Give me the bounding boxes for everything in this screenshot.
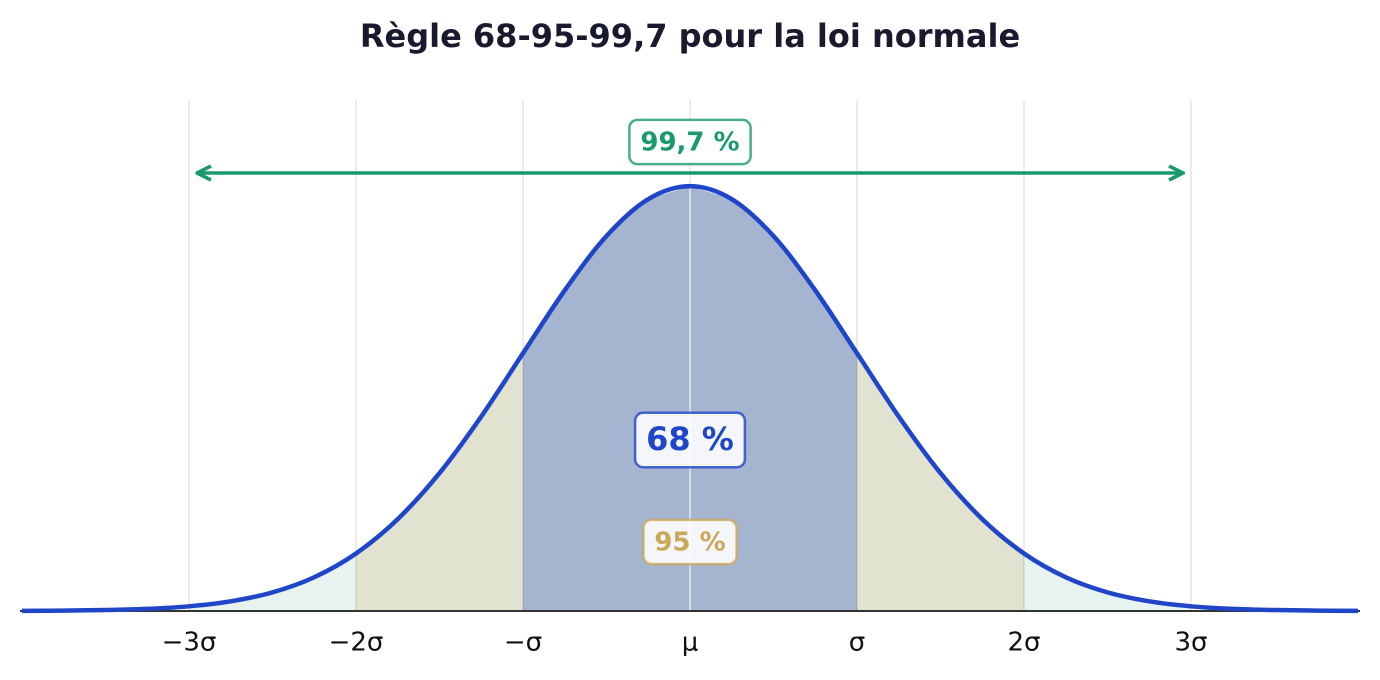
label-box [633, 411, 747, 469]
density-curve [21, 183, 1359, 614]
x-tick-label: 3σ [1174, 628, 1207, 658]
x-tick-label: 2σ [1007, 628, 1040, 658]
chart-title: Règle 68-95-99,7 pour la loi normale [360, 17, 1020, 55]
label-box [642, 518, 738, 566]
x-tick-label: μ [682, 628, 699, 658]
x-tick-label: −σ [504, 628, 542, 658]
region-label: 95 % [654, 528, 725, 558]
region-label: 68 % [646, 420, 734, 458]
region-label: 99,7 % [640, 128, 739, 158]
label-box [628, 118, 752, 166]
x-tick-label: σ [849, 628, 865, 658]
x-tick-label: −3σ [162, 628, 217, 658]
x-tick-label: −2σ [329, 628, 384, 658]
